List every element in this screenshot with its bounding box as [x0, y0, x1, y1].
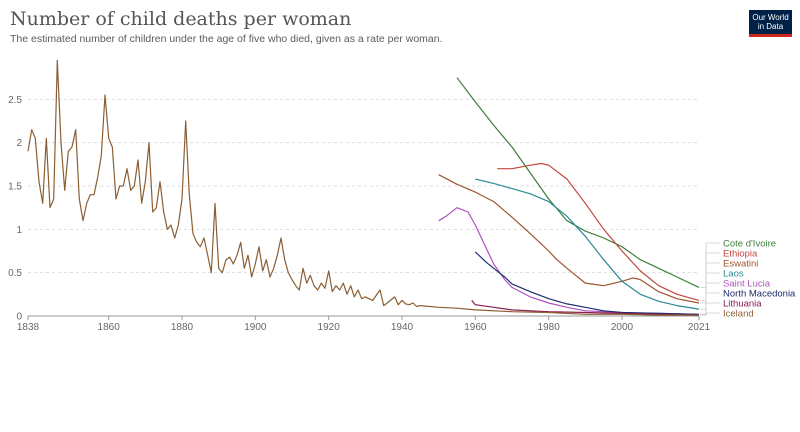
legend-label-north-macedonia[interactable]: North Macedonia	[723, 289, 796, 300]
series-line-iceland[interactable]	[27, 59, 699, 316]
x-tick-label: 1900	[244, 322, 267, 333]
x-tick-label: 2000	[611, 322, 634, 333]
y-tick-label: 1.5	[8, 182, 22, 193]
legend-label-cote-d-ivoire[interactable]: Cote d'Ivoire	[723, 239, 776, 250]
y-tick-label: 2	[16, 138, 22, 149]
chart-subtitle: The estimated number of children under t…	[10, 33, 443, 45]
chart-title: Number of child deaths per woman	[10, 8, 352, 30]
legend-label-lithuania[interactable]: Lithuania	[723, 299, 762, 310]
x-tick-label: 1940	[391, 322, 414, 333]
x-tick-label: 1920	[318, 322, 341, 333]
y-tick-label: 2.5	[8, 95, 22, 106]
legend-label-saint-lucia[interactable]: Saint Lucia	[723, 279, 771, 290]
legend-label-laos[interactable]: Laos	[723, 269, 744, 280]
legend-connector	[700, 312, 720, 316]
x-tick-label: 2021	[688, 322, 711, 333]
y-tick-label: 1	[16, 225, 22, 236]
legend-connector	[700, 242, 720, 288]
x-tick-label: 1980	[538, 322, 561, 333]
legend-connector	[700, 292, 720, 315]
series-line-north-macedonia[interactable]	[474, 251, 700, 315]
series-line-cote-d-ivoire[interactable]	[456, 77, 700, 288]
legend-connector	[700, 272, 720, 310]
legend-label-eswatini[interactable]: Eswatini	[723, 259, 758, 270]
series-line-lithuania[interactable]	[471, 300, 700, 316]
x-tick-label: 1960	[464, 322, 487, 333]
y-tick-label: 0.5	[8, 268, 22, 279]
y-axis-ticks: 0 0.5 1 1.5 2 2.5	[8, 95, 22, 323]
series-line-ethiopia[interactable]	[497, 162, 700, 301]
legend-label-iceland[interactable]: Iceland	[723, 309, 754, 320]
logo-red-bar	[749, 34, 792, 37]
x-axis: 1838 1860 1880 1900 1920 1940 1960 1980 2000 2021	[17, 315, 711, 333]
legend-label-ethiopia[interactable]: Ethiopia	[723, 249, 758, 260]
logo-line-2: in Data	[757, 22, 784, 31]
x-tick-label: 1838	[17, 322, 40, 333]
y-tick-label: 0	[16, 312, 22, 323]
gridlines	[28, 98, 699, 274]
series-line-saint-lucia[interactable]	[438, 207, 700, 315]
x-tick-label: 1880	[171, 322, 194, 333]
series-line-eswatini[interactable]	[438, 174, 700, 304]
owid-logo[interactable]: Our World in Data	[749, 10, 792, 37]
series-lines	[27, 59, 700, 316]
x-tick-label: 1860	[98, 322, 121, 333]
series-line-laos[interactable]	[475, 178, 700, 310]
logo-line-1: Our World	[752, 13, 789, 22]
